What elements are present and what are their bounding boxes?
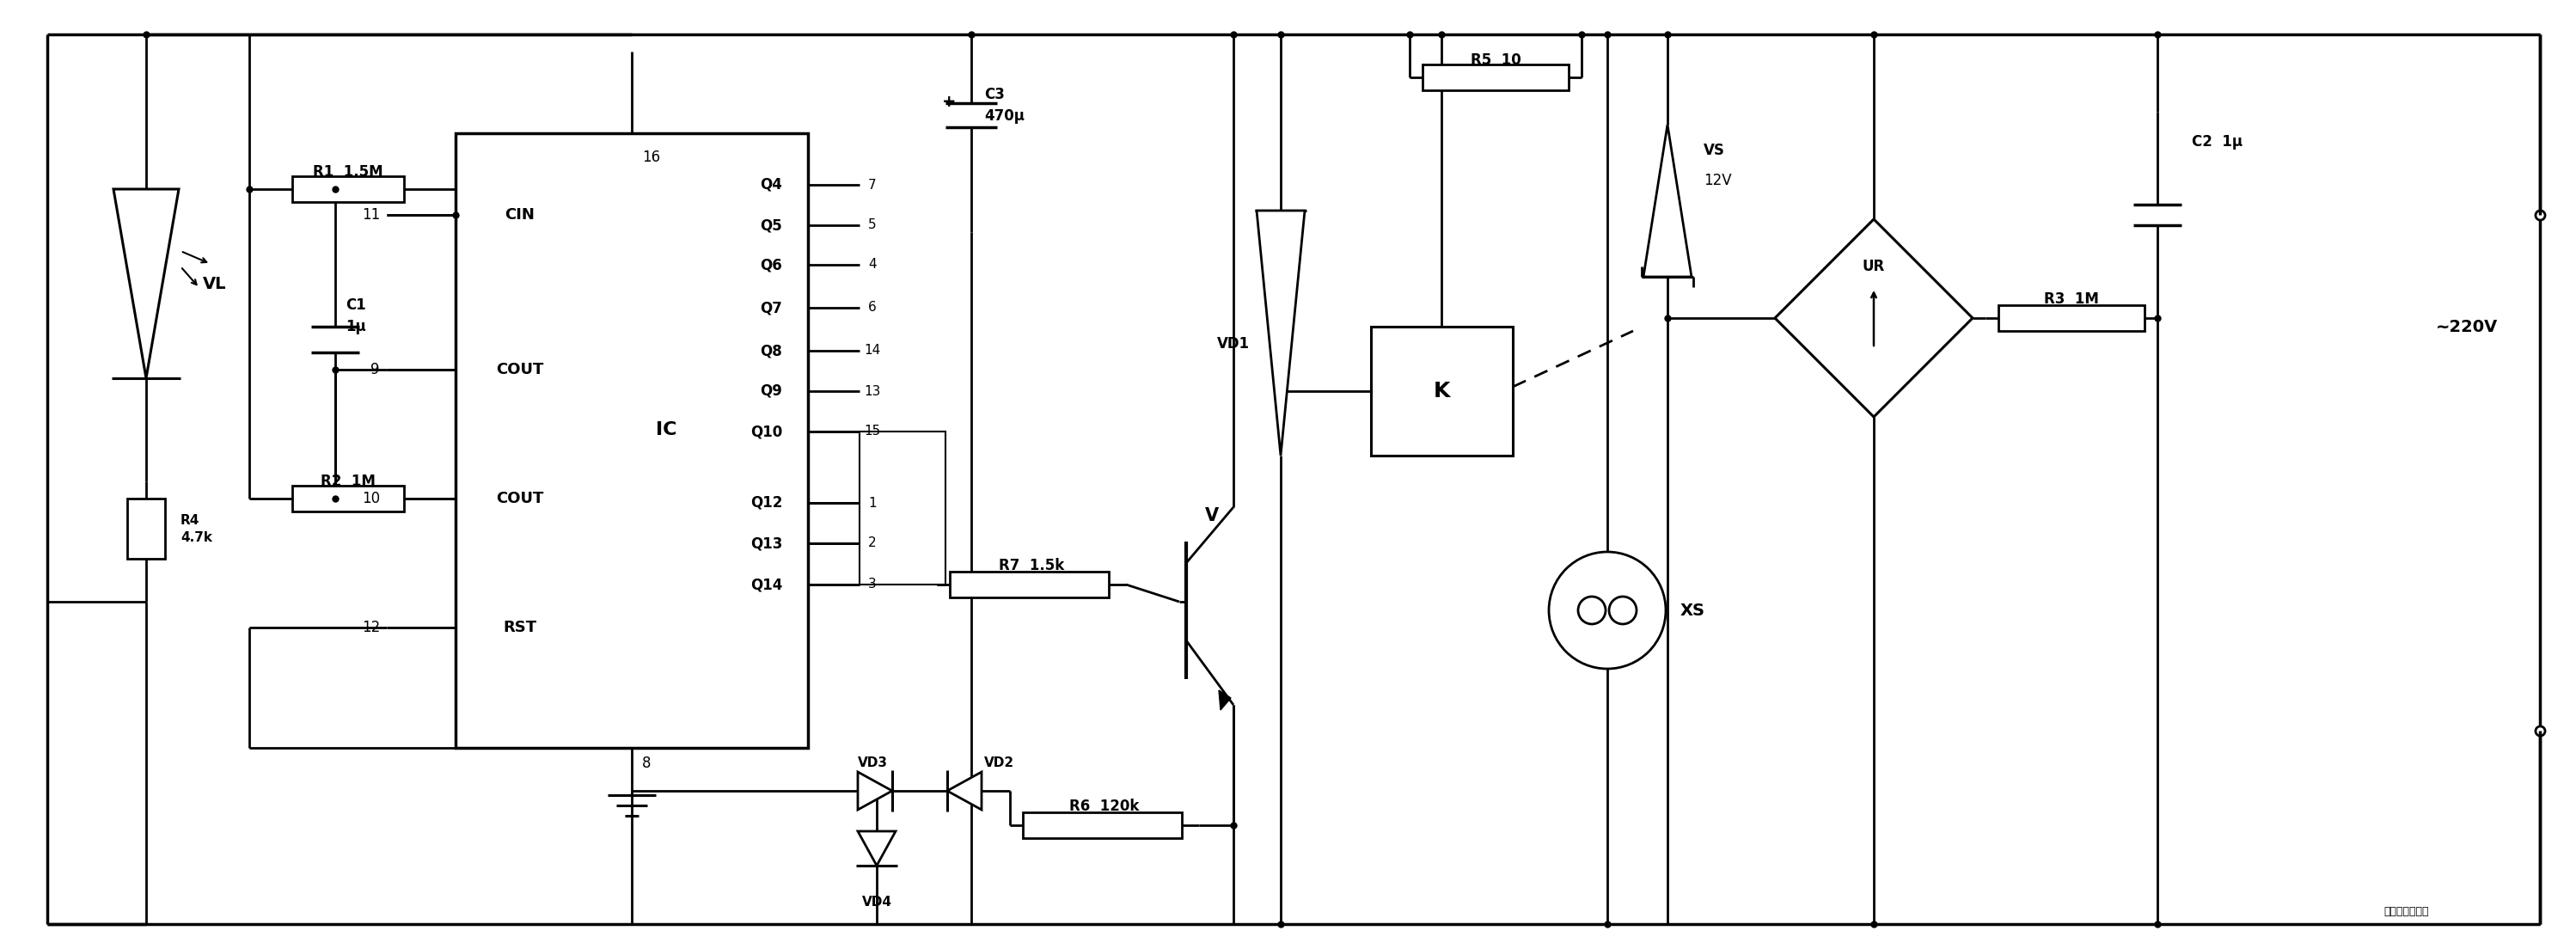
- Bar: [1999, 306, 2143, 331]
- Text: C1: C1: [345, 297, 366, 313]
- Text: 12: 12: [361, 620, 379, 635]
- Text: VD1: VD1: [1216, 336, 1249, 351]
- Polygon shape: [1257, 211, 1306, 456]
- Polygon shape: [948, 772, 981, 809]
- Text: Q12: Q12: [750, 495, 783, 511]
- Text: COUT: COUT: [497, 491, 544, 507]
- Polygon shape: [1643, 124, 1692, 277]
- Text: 10: 10: [361, 491, 379, 507]
- Text: R2  1M: R2 1M: [319, 474, 376, 489]
- Text: Q8: Q8: [760, 343, 783, 359]
- Text: 12V: 12V: [1703, 173, 1731, 188]
- Text: UR: UR: [1862, 259, 1886, 274]
- Text: R1  1.5M: R1 1.5M: [314, 164, 384, 179]
- Text: 14: 14: [863, 344, 881, 357]
- Text: C2  1μ: C2 1μ: [2192, 134, 2244, 150]
- Text: 1μ: 1μ: [345, 319, 366, 334]
- Text: 7: 7: [868, 178, 876, 192]
- Text: R7  1.5k: R7 1.5k: [999, 558, 1064, 573]
- Circle shape: [1548, 552, 1667, 669]
- Text: R5  10: R5 10: [1471, 52, 1520, 68]
- Text: 维库电子市场网: 维库电子市场网: [2385, 905, 2429, 917]
- Text: Q13: Q13: [750, 535, 783, 551]
- Polygon shape: [113, 189, 178, 379]
- Text: ~220V: ~220V: [2437, 319, 2499, 335]
- Text: VS: VS: [1703, 142, 1726, 158]
- Text: CIN: CIN: [505, 207, 536, 223]
- Text: Q7: Q7: [760, 300, 783, 315]
- Text: 2: 2: [868, 537, 876, 549]
- Text: 6: 6: [868, 301, 876, 314]
- Text: VD3: VD3: [858, 757, 889, 770]
- Circle shape: [1579, 597, 1605, 624]
- Text: RST: RST: [502, 620, 536, 635]
- Polygon shape: [858, 831, 896, 865]
- Bar: [1422, 65, 1569, 90]
- Text: Q10: Q10: [750, 424, 783, 439]
- Text: R3  1M: R3 1M: [2043, 291, 2099, 307]
- Polygon shape: [1218, 690, 1231, 710]
- Text: 16: 16: [641, 150, 659, 165]
- Text: V: V: [1206, 507, 1218, 525]
- Polygon shape: [1775, 219, 1973, 417]
- Text: R4: R4: [180, 513, 201, 527]
- Text: K: K: [1432, 381, 1450, 401]
- Bar: [456, 133, 809, 748]
- Polygon shape: [858, 772, 891, 809]
- Bar: [291, 486, 404, 512]
- Bar: [291, 177, 404, 202]
- Text: Q5: Q5: [760, 217, 783, 233]
- Text: 470μ: 470μ: [984, 108, 1025, 123]
- Text: C3: C3: [984, 86, 1005, 102]
- Text: Q9: Q9: [760, 383, 783, 399]
- Text: Q6: Q6: [760, 257, 783, 272]
- Bar: [1370, 326, 1512, 456]
- Text: 5: 5: [868, 219, 876, 232]
- Text: COUT: COUT: [497, 362, 544, 378]
- Bar: [126, 498, 165, 559]
- Text: IC: IC: [657, 421, 677, 438]
- Text: 1: 1: [868, 496, 876, 510]
- Text: +: +: [943, 93, 956, 109]
- Text: 3: 3: [868, 578, 876, 591]
- Text: 11: 11: [361, 207, 379, 223]
- Text: 15: 15: [863, 425, 881, 438]
- Text: 13: 13: [863, 384, 881, 398]
- Bar: [1023, 812, 1182, 838]
- Text: XS: XS: [1680, 603, 1705, 619]
- Text: 4.7k: 4.7k: [180, 530, 211, 544]
- Bar: [951, 571, 1108, 598]
- Text: VL: VL: [204, 275, 227, 292]
- Text: Q14: Q14: [750, 577, 783, 592]
- Text: Q4: Q4: [760, 177, 783, 193]
- Text: VD2: VD2: [984, 757, 1015, 770]
- Text: VD4: VD4: [863, 896, 891, 909]
- Text: 9: 9: [371, 362, 379, 378]
- Text: 4: 4: [868, 258, 876, 271]
- Text: R6  120k: R6 120k: [1069, 798, 1139, 814]
- Text: 8: 8: [641, 755, 652, 771]
- Bar: [860, 432, 945, 585]
- Circle shape: [1610, 597, 1636, 624]
